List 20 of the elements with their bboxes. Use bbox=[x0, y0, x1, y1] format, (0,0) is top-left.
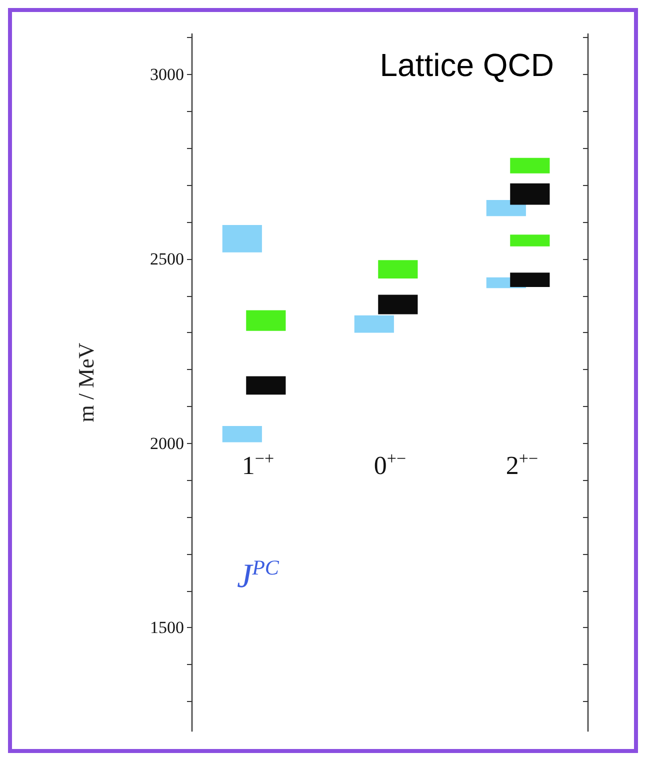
bar bbox=[510, 234, 550, 246]
bar bbox=[378, 294, 418, 314]
y-axis-title: m / MeV bbox=[74, 342, 98, 422]
y-tick-label: 1500 bbox=[150, 618, 184, 638]
bar bbox=[510, 272, 550, 287]
bar bbox=[246, 376, 286, 395]
chart-title: Lattice QCD bbox=[380, 47, 554, 83]
bar bbox=[222, 426, 262, 442]
bar bbox=[510, 183, 550, 205]
x-tick-label: 2+− bbox=[506, 449, 538, 480]
bar bbox=[354, 315, 394, 333]
x-tick-label: 0+− bbox=[374, 449, 406, 480]
y-tick-label: 2000 bbox=[150, 434, 184, 453]
bar bbox=[510, 158, 550, 174]
bar bbox=[378, 260, 418, 279]
y-tick-label: 2500 bbox=[150, 249, 184, 268]
y-tick-label: 3000 bbox=[150, 65, 184, 84]
x-tick-label: 1−+ bbox=[242, 449, 274, 480]
bar bbox=[222, 225, 262, 252]
bar bbox=[246, 310, 286, 331]
